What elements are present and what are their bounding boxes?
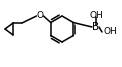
Text: B: B [92,22,100,32]
Text: OH: OH [89,11,103,19]
Text: O: O [36,12,44,21]
Text: OH: OH [104,27,118,37]
